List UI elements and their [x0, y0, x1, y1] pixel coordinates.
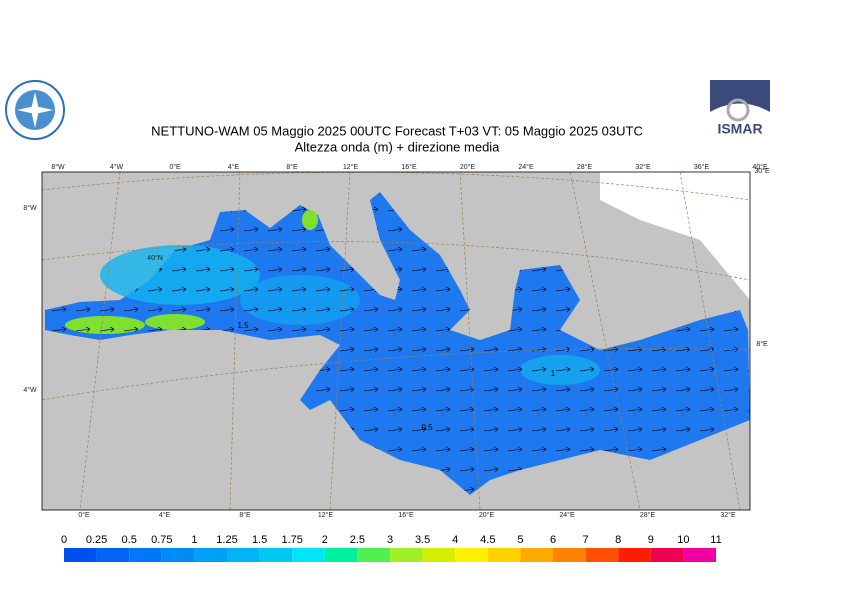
legend-label: 11 [710, 534, 721, 546]
left-label: 4°W [23, 386, 37, 394]
bottom-label: 20°E [479, 511, 495, 519]
top-label: 4°W [110, 163, 124, 171]
legend-swatch [357, 548, 390, 562]
legend-label: 0.75 [151, 534, 172, 546]
legend-swatch [96, 548, 130, 562]
bottom-label: 16°E [398, 511, 414, 519]
legend-label: 6 [550, 534, 556, 546]
bottom-label: 24°E [559, 511, 575, 519]
legend-label: 8 [615, 534, 621, 546]
legend-label: 5 [517, 534, 523, 546]
legend-swatch [553, 548, 586, 562]
logo-right: ISMAR [709, 78, 771, 140]
legend-label: 10 [677, 534, 689, 546]
legend-swatch [129, 548, 162, 562]
top-label: 8°E [286, 163, 298, 171]
left-label: 40°N [147, 254, 163, 262]
map [42, 172, 750, 510]
right-label: 8°E [756, 340, 768, 348]
bottom-label: 12°E [318, 511, 334, 519]
bottom-label: 28°E [640, 511, 656, 519]
legend-label: 9 [648, 534, 654, 546]
left-label: 8°W [23, 204, 37, 212]
legend-swatch [64, 548, 97, 562]
legend-swatch [520, 548, 553, 562]
contour-label: 1.5 [237, 321, 249, 330]
legend-swatch [390, 548, 423, 562]
legend-label: 2.5 [350, 534, 365, 546]
legend-swatch [259, 548, 293, 562]
legend-swatch [324, 548, 358, 562]
title: NETTUNO-WAM 05 Maggio 2025 00UTC Forecas… [151, 123, 643, 138]
top-label: 32°E [635, 163, 651, 171]
legend-swatch [194, 548, 227, 562]
legend-label: 7 [583, 534, 589, 546]
top-label: 4°E [228, 163, 240, 171]
legend-label: 1.5 [252, 534, 267, 546]
right-label: 30°E [754, 167, 770, 175]
legend-label: 0.25 [86, 534, 107, 546]
legend-label: 3 [387, 534, 393, 546]
top-label: 36°E [694, 163, 710, 171]
legend-label: 1.75 [281, 534, 302, 546]
legend-label: 1 [191, 534, 197, 546]
top-label: 12°E [343, 163, 359, 171]
legend-swatch [650, 548, 684, 562]
legend-label: 3.5 [415, 534, 430, 546]
legend-swatch [161, 548, 195, 562]
bottom-label: 8°E [239, 511, 251, 519]
legend-swatch [585, 548, 619, 562]
bottom-label: 32°E [720, 511, 736, 519]
legend-label: 0.5 [122, 534, 137, 546]
bottom-label: 0°E [78, 511, 90, 519]
contour-label: 0.5 [421, 423, 433, 432]
top-label: 24°E [518, 163, 534, 171]
contour-label: 1 [551, 369, 556, 378]
legend-label: 4 [452, 534, 458, 546]
bottom-label: 4°E [159, 511, 171, 519]
legend-swatch [683, 548, 716, 562]
logo-left [5, 80, 65, 140]
legend-swatch [618, 548, 651, 562]
subtitle: Altezza onda (m) + direzione media [295, 139, 501, 154]
legend-label: 1.25 [216, 534, 237, 546]
legend-swatch [292, 548, 325, 562]
map-frame [41, 171, 751, 511]
legend-label: 4.5 [480, 534, 495, 546]
top-label: 16°E [401, 163, 417, 171]
top-label: 8°W [51, 163, 65, 171]
logo-text: ISMAR [717, 121, 762, 137]
legend-label: 2 [322, 534, 328, 546]
legend-swatch [422, 548, 456, 562]
legend-swatch [487, 548, 521, 562]
legend-swatch [455, 548, 488, 562]
top-label: 0°E [169, 163, 181, 171]
top-label: 28°E [577, 163, 593, 171]
legend-swatch [227, 548, 260, 562]
top-label: 20°E [460, 163, 476, 171]
legend-label: 0 [61, 534, 67, 546]
top-label: 40°E [752, 163, 768, 171]
